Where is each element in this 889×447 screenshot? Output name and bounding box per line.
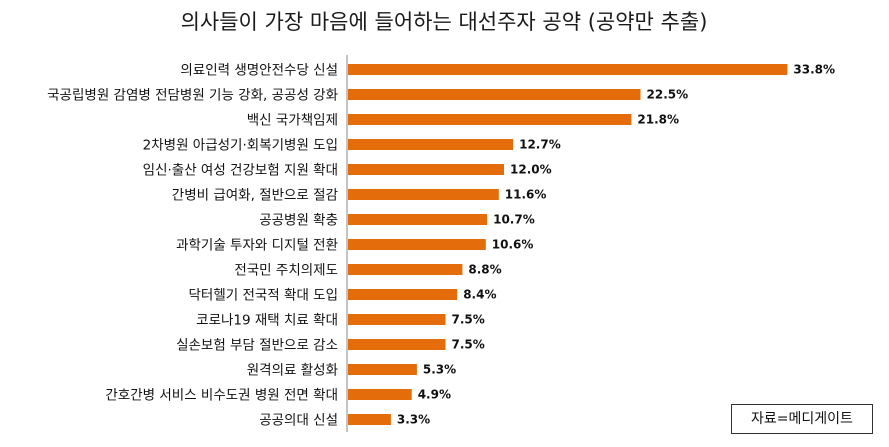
category-label: 백신 국가책임제 <box>247 113 338 129</box>
category-label: 임신·출산 여성 건강보험 지원 확대 <box>143 163 338 179</box>
category-label: 과학기술 투자와 디지털 전환 <box>176 238 338 254</box>
value-label: 21.8% <box>637 113 679 127</box>
value-label: 10.6% <box>492 238 534 252</box>
bar <box>348 339 446 350</box>
value-label: 12.0% <box>510 163 552 177</box>
bar <box>348 114 632 125</box>
bar <box>348 214 488 225</box>
category-label: 공공의대 신설 <box>259 413 338 429</box>
category-label: 간호간병 서비스 비수도권 병원 전면 확대 <box>105 388 338 404</box>
category-label: 2차병원 아급성기·회복기병원 도입 <box>143 138 338 154</box>
category-label: 간병비 급여화, 절반으로 절감 <box>172 188 338 204</box>
bar <box>348 414 391 425</box>
chart-title: 의사들이 가장 마음에 들어하는 대선주자 공약 (공약만 추출) <box>181 10 708 34</box>
value-label: 8.4% <box>463 288 496 302</box>
value-label: 22.5% <box>647 88 689 102</box>
bar <box>348 64 788 75</box>
bar <box>348 189 499 200</box>
category-label: 닥터헬기 전국적 확대 도입 <box>189 288 339 304</box>
category-label: 코로나19 재택 치료 확대 <box>196 313 338 329</box>
category-label: 국공립병원 감염병 전담병원 기능 강화, 공공성 강화 <box>47 88 338 104</box>
category-label: 실손보험 부담 절반으로 감소 <box>176 338 338 354</box>
bar <box>348 389 412 400</box>
value-label: 4.9% <box>418 388 451 402</box>
category-label: 의료인력 생명안전수당 신설 <box>180 63 338 79</box>
value-label: 7.5% <box>452 313 485 327</box>
value-label: 12.7% <box>519 138 561 152</box>
bar <box>348 89 641 100</box>
bar-group: 의료인력 생명안전수당 신설 33.8% 국공립병원 감염병 전담병원 기능 강화,… <box>47 63 835 429</box>
category-label: 원격의료 활성화 <box>247 363 338 379</box>
bar <box>348 139 514 150</box>
value-label: 7.5% <box>452 338 485 352</box>
bar <box>348 264 463 275</box>
value-label: 11.6% <box>505 188 547 202</box>
bar <box>348 239 486 250</box>
bar <box>348 289 458 300</box>
value-label: 5.3% <box>423 363 456 377</box>
category-label: 전국민 주치의제도 <box>234 263 338 279</box>
category-label: 공공병원 확충 <box>259 213 338 229</box>
bar <box>348 164 504 175</box>
bar <box>348 364 417 375</box>
bar <box>348 314 446 325</box>
value-label: 10.7% <box>493 213 535 227</box>
source-note: 자료=메디게이트 <box>731 404 873 434</box>
value-label: 8.8% <box>468 263 501 277</box>
value-label: 3.3% <box>397 413 430 427</box>
value-label: 33.8% <box>793 63 835 77</box>
